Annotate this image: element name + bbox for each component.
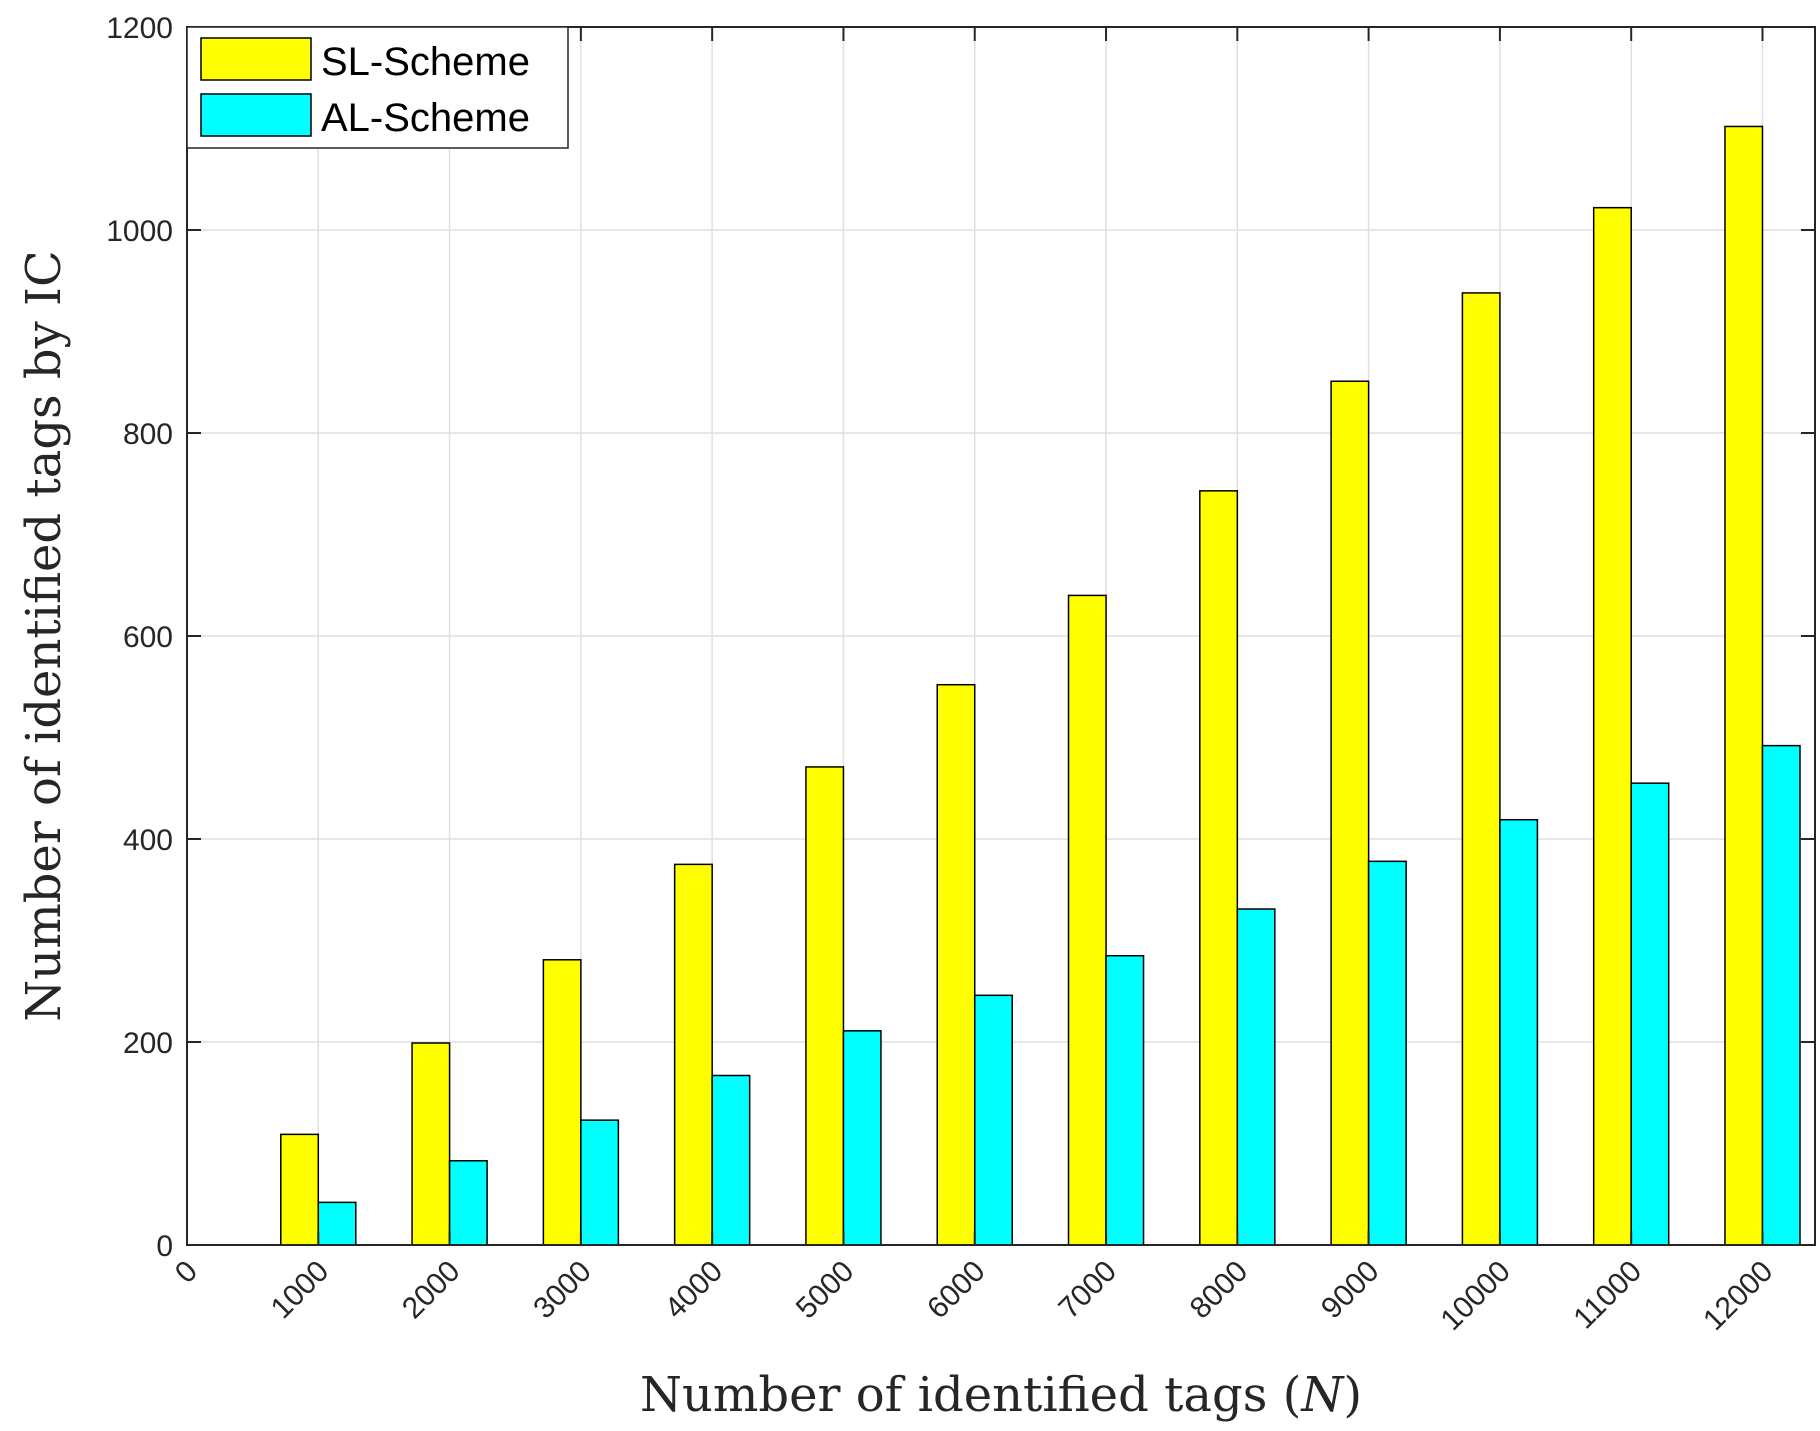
bar-al-scheme-11000 — [1630, 782, 1670, 1246]
bar-al-scheme-3000 — [580, 1119, 620, 1246]
bar-sl-scheme-2000 — [411, 1042, 451, 1246]
bars — [280, 125, 1801, 1246]
y-tick-label: 800 — [123, 418, 173, 451]
y-tick-label: 600 — [123, 621, 173, 654]
bar-sl-scheme-11000 — [1592, 206, 1632, 1246]
legend: SL-Scheme AL-Scheme — [186, 26, 569, 149]
y-tick-label: 0 — [156, 1230, 173, 1263]
bar-sl-scheme-12000 — [1724, 125, 1764, 1246]
bar-sl-scheme-4000 — [673, 863, 713, 1246]
x-axis-title-variable: N — [1300, 1367, 1345, 1423]
bar-sl-scheme-9000 — [1330, 380, 1370, 1246]
bar-al-scheme-5000 — [842, 1030, 882, 1246]
bar-sl-scheme-7000 — [1067, 594, 1107, 1246]
bar-al-scheme-2000 — [448, 1160, 488, 1246]
bar-al-scheme-8000 — [1236, 908, 1276, 1246]
y-tick-label: 1200 — [106, 12, 173, 45]
y-tick-label: 200 — [123, 1027, 173, 1060]
x-axis-title-end: ) — [1343, 1367, 1362, 1423]
x-axis-title-main: Number of identified tags ( — [640, 1367, 1301, 1423]
bar-al-scheme-12000 — [1761, 744, 1801, 1246]
y-axis-ticks: 0 200 400 600 800 1000 1200 — [106, 12, 1815, 1263]
legend-label-sl-scheme: SL-Scheme — [321, 40, 530, 84]
bar-sl-scheme-10000 — [1461, 292, 1501, 1246]
y-axis-title: Number of identified tags by IC — [16, 250, 72, 1021]
bar-sl-scheme-1000 — [280, 1133, 320, 1246]
bar-al-scheme-10000 — [1499, 818, 1539, 1246]
bar-al-scheme-1000 — [317, 1201, 357, 1246]
bar-sl-scheme-3000 — [542, 959, 582, 1246]
bar-al-scheme-9000 — [1367, 860, 1407, 1246]
y-tick-label: 1000 — [106, 215, 173, 248]
bar-sl-scheme-6000 — [936, 683, 976, 1246]
bar-al-scheme-6000 — [973, 994, 1014, 1246]
bar-sl-scheme-8000 — [1199, 490, 1239, 1246]
bar-al-scheme-4000 — [711, 1074, 751, 1246]
legend-swatch-al-scheme — [200, 93, 312, 137]
bar-sl-scheme-5000 — [805, 766, 845, 1246]
y-tick-label: 400 — [123, 824, 173, 857]
x-axis-title: Number of identified tags (N) — [640, 1367, 1362, 1423]
legend-swatch-sl-scheme — [200, 37, 312, 81]
legend-label-al-scheme: AL-Scheme — [321, 96, 530, 140]
bar-al-scheme-7000 — [1105, 954, 1145, 1246]
